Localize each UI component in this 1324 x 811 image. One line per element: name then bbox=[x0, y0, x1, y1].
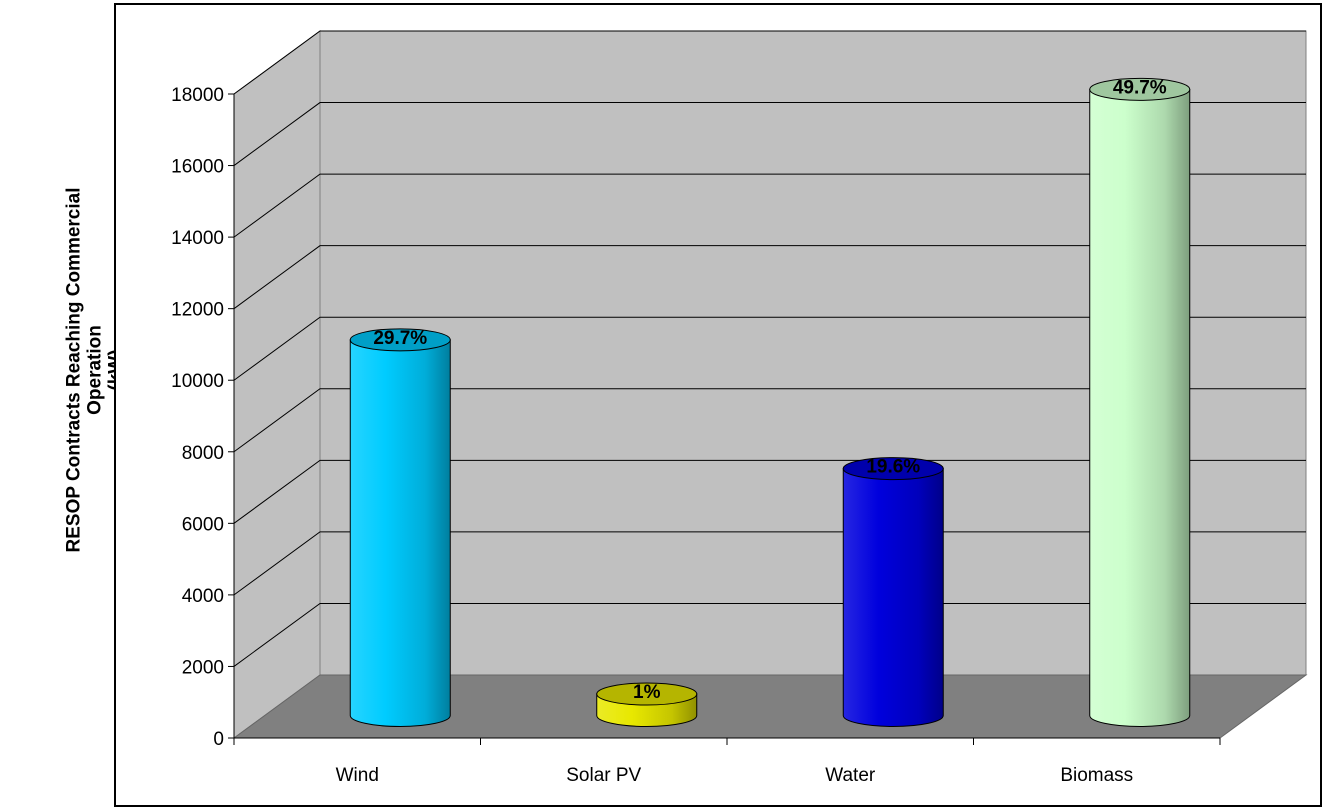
gridline-18000 bbox=[233, 30, 1306, 95]
bar-wind bbox=[349, 339, 451, 727]
x-category-label-water: Water bbox=[825, 765, 876, 786]
data-label-biomass: 49.7% bbox=[1113, 77, 1167, 98]
gridline-2000 bbox=[233, 602, 1306, 667]
y-tick-label-14000: 14000 bbox=[171, 228, 224, 249]
y-tick-label-12000: 12000 bbox=[171, 300, 224, 321]
data-label-water: 19.6% bbox=[866, 457, 920, 478]
y-tick-label-8000: 8000 bbox=[182, 443, 224, 464]
x-category-label-biomass: Biomass bbox=[1060, 765, 1133, 786]
gridline-6000 bbox=[233, 459, 1306, 524]
data-label-solar-pv: 1% bbox=[633, 682, 661, 703]
bar-water bbox=[842, 468, 944, 727]
bar-top-biomass bbox=[1089, 77, 1191, 101]
y-axis-title-area: RESOP Contracts Reaching Commercial Oper… bbox=[0, 0, 127, 811]
bar-top-wind bbox=[349, 328, 451, 352]
side-wall bbox=[233, 30, 321, 739]
y-axis-title-line-2: Operation bbox=[84, 325, 106, 415]
y-tick-label-16000: 16000 bbox=[171, 157, 224, 178]
y-tick-label-18000: 18000 bbox=[171, 85, 224, 106]
y-tick-label-2000: 2000 bbox=[182, 657, 224, 678]
bar-top-solar-pv bbox=[596, 682, 698, 706]
gridline-8000 bbox=[233, 388, 1306, 453]
chart-area: 0 2000 4000 6000 8000 10000 12000 14000 16000 180… bbox=[114, 3, 1322, 807]
bar-chart: 0 2000 4000 6000 8000 10000 12000 14000 16000 180… bbox=[171, 30, 1308, 786]
gridline-16000 bbox=[233, 102, 1306, 166]
bar-top-water bbox=[842, 457, 944, 481]
y-tick-label-4000: 4000 bbox=[182, 586, 224, 607]
gridline-4000 bbox=[233, 531, 1306, 596]
gridline-12000 bbox=[233, 245, 1306, 310]
gridline-14000 bbox=[233, 173, 1306, 238]
y-tick-label-0: 0 bbox=[213, 729, 224, 750]
data-label-wind: 29.7% bbox=[373, 328, 427, 349]
y-axis-title-line-1: RESOP Contracts Reaching Commercial bbox=[63, 187, 85, 553]
y-tick-label-10000: 10000 bbox=[171, 371, 224, 392]
gridline-10000 bbox=[233, 316, 1306, 381]
y-tick-label-6000: 6000 bbox=[182, 514, 224, 535]
x-category-label-solar-pv: Solar PV bbox=[566, 765, 641, 786]
x-category-label-wind: Wind bbox=[336, 765, 379, 786]
bar-biomass bbox=[1089, 88, 1191, 727]
